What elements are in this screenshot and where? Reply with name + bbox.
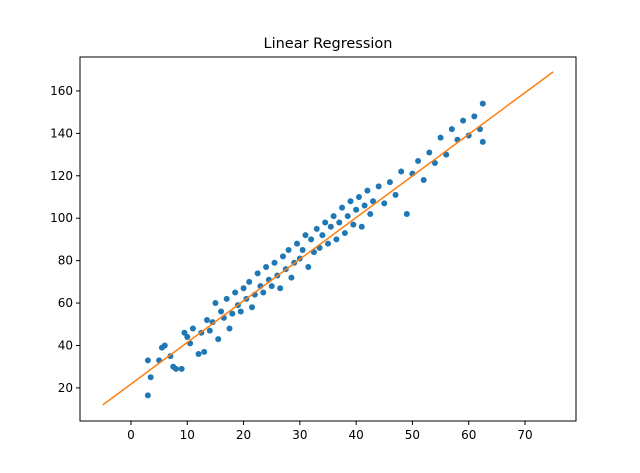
scatter-point xyxy=(420,177,427,184)
plot-frame xyxy=(79,56,577,422)
y-tick-label: 160 xyxy=(50,84,73,98)
scatter-point xyxy=(319,232,326,239)
y-tick-label: 40 xyxy=(58,338,73,352)
scatter-point xyxy=(263,264,270,270)
scatter-point xyxy=(471,113,478,120)
scatter-point xyxy=(147,374,154,381)
scatter-point xyxy=(268,283,275,290)
scatter-point xyxy=(350,221,357,228)
scatter-point xyxy=(201,348,208,355)
scatter-point xyxy=(358,223,365,230)
scatter-point xyxy=(218,308,225,315)
scatter-point xyxy=(288,274,295,281)
scatter-point xyxy=(431,160,438,167)
scatter-point xyxy=(398,168,405,175)
scatter-point xyxy=(479,138,486,145)
scatter-point xyxy=(322,219,329,226)
y-tick-label: 60 xyxy=(58,296,73,310)
scatter-point xyxy=(209,319,216,326)
scatter-point xyxy=(195,350,202,357)
scatter-point xyxy=(330,213,337,220)
scatter-point xyxy=(178,365,185,372)
scatter-point xyxy=(237,308,244,315)
x-tick-label: 30 xyxy=(292,428,307,442)
scatter-point xyxy=(325,240,331,247)
scatter-point xyxy=(232,289,239,296)
scatter-point xyxy=(271,259,278,266)
scatter-point xyxy=(254,270,261,277)
scatter-point xyxy=(285,247,292,254)
scatter-point xyxy=(367,210,374,217)
scatter-point xyxy=(144,392,151,399)
scatter-point xyxy=(189,325,196,332)
scatter-point xyxy=(294,240,301,247)
scatter-point xyxy=(277,285,284,292)
scatter-point xyxy=(173,365,180,372)
x-tick-label: 20 xyxy=(236,428,251,442)
scatter-point xyxy=(355,194,362,200)
x-tick-label: 40 xyxy=(349,428,364,442)
scatter-point xyxy=(249,304,256,311)
scatter-point xyxy=(308,236,315,243)
scatter-point xyxy=(223,295,230,302)
scatter-point xyxy=(353,206,360,213)
y-tick-label: 120 xyxy=(50,169,73,183)
x-tick-label: 0 xyxy=(127,428,135,442)
scatter-point xyxy=(347,198,354,205)
scatter-point xyxy=(364,187,371,194)
scatter-point xyxy=(313,225,320,232)
scatter-point xyxy=(161,342,168,349)
scatter-point xyxy=(437,134,444,141)
scatter-point xyxy=(305,264,312,270)
y-tick-label: 100 xyxy=(50,211,73,225)
scatter-point xyxy=(206,327,213,334)
scatter-point xyxy=(279,253,286,260)
scatter-point xyxy=(448,126,455,133)
scatter-point xyxy=(336,219,343,226)
scatter-point xyxy=(299,247,306,254)
scatter-point xyxy=(184,334,191,340)
y-tick-label: 140 xyxy=(50,126,73,140)
x-tick-label: 60 xyxy=(461,428,476,442)
scatter-point xyxy=(426,149,433,156)
scatter-point xyxy=(246,278,253,285)
scatter-point xyxy=(203,317,210,324)
x-tick-label: 70 xyxy=(517,428,532,442)
scatter-point xyxy=(370,198,377,205)
chart-title: Linear Regression xyxy=(264,36,393,52)
y-tick-label: 80 xyxy=(58,254,73,268)
scatter-point xyxy=(240,285,247,292)
x-tick-label: 10 xyxy=(180,428,195,442)
x-tick-label: 50 xyxy=(405,428,420,442)
scatter-point xyxy=(415,157,422,164)
scatter-point xyxy=(392,191,399,198)
scatter-point xyxy=(460,117,467,124)
regression-line xyxy=(102,71,554,406)
scatter-point xyxy=(260,289,267,296)
scatter-point xyxy=(229,310,236,317)
scatter-point xyxy=(302,232,309,239)
scatter-point xyxy=(212,300,219,307)
scatter-point xyxy=(339,204,346,211)
scatter-point xyxy=(144,357,151,364)
y-tick-label: 20 xyxy=(58,381,73,395)
scatter-point xyxy=(381,200,388,207)
scatter-point xyxy=(361,202,368,209)
scatter-point xyxy=(443,151,450,158)
scatter-point xyxy=(215,336,222,343)
scatter-point xyxy=(375,183,382,190)
scatter-point xyxy=(181,329,188,336)
scatter-point xyxy=(479,100,486,107)
scatter-point xyxy=(403,210,410,217)
scatter-point xyxy=(333,236,340,243)
scatter-point xyxy=(386,179,393,186)
scatter-point xyxy=(341,230,348,237)
scatter-point xyxy=(327,223,334,230)
scatter-point xyxy=(226,325,233,332)
scatter-point xyxy=(344,213,351,220)
